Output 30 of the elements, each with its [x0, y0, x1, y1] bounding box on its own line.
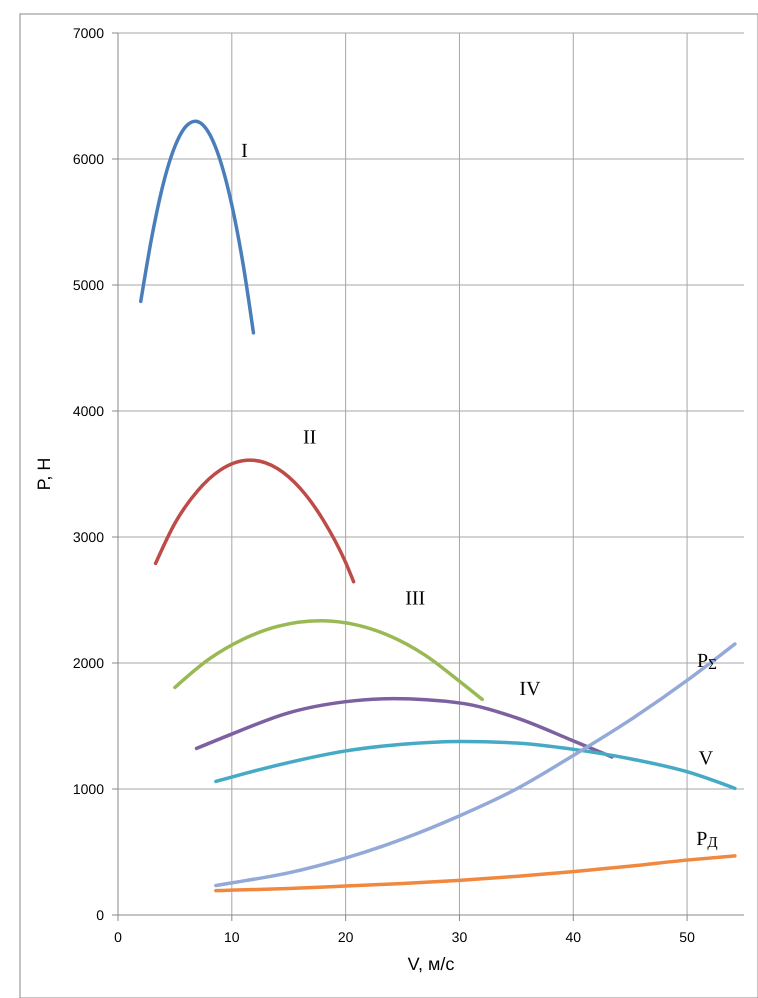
x-tick-label: 20 — [338, 929, 354, 945]
series-label: P$_{Σ}$ — [696, 650, 717, 674]
x-tick-label: 0 — [114, 929, 122, 945]
x-tick-label: 50 — [679, 929, 696, 945]
series-label: P$_{Д}$ — [696, 828, 718, 852]
y-tick-label: 1000 — [72, 781, 104, 797]
line-series — [154, 458, 356, 584]
x-tick-label: 40 — [565, 929, 582, 945]
y-tick-label: 2000 — [72, 655, 104, 671]
line-series — [194, 696, 614, 759]
x-tick-label: 10 — [224, 929, 240, 945]
y-tick-label: 5000 — [72, 277, 104, 293]
series-label: II — [302, 426, 316, 449]
y-tick-label: 4000 — [72, 403, 104, 419]
line-series — [139, 119, 256, 335]
y-tick-label: 0 — [96, 907, 104, 923]
series-label: V — [698, 747, 714, 770]
line-series — [214, 740, 737, 790]
series-label: III — [405, 587, 426, 610]
y-tick-label: 6000 — [72, 151, 104, 167]
line-series — [214, 642, 737, 888]
line-series — [214, 854, 737, 892]
series-label: I — [241, 140, 248, 162]
y-axis-title: P, Н — [34, 458, 54, 490]
x-tick-label: 30 — [452, 929, 468, 945]
line-series — [173, 619, 484, 702]
y-tick-label: 3000 — [72, 529, 104, 545]
x-axis-title: V, м/с — [408, 954, 454, 974]
series-label: IV — [519, 678, 542, 700]
y-tick-label: 7000 — [72, 25, 104, 41]
